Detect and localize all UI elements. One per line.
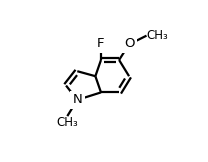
Text: CH₃: CH₃	[146, 29, 168, 42]
Text: CH₃: CH₃	[56, 116, 78, 129]
Text: N: N	[72, 93, 82, 106]
Text: O: O	[124, 37, 134, 50]
Text: F: F	[97, 37, 105, 50]
